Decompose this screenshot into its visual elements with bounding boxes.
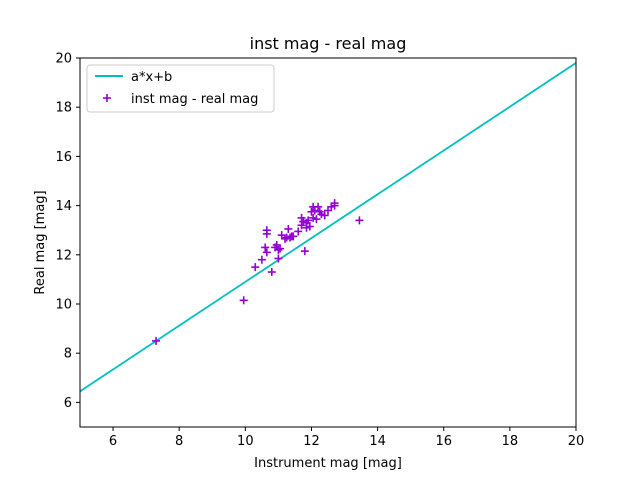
x-tick-label: 6 [109, 434, 117, 449]
line-layer [80, 62, 576, 393]
data-point [267, 268, 276, 277]
data-point [274, 245, 283, 254]
data-point [289, 232, 298, 241]
y-tick-label: 16 [55, 150, 72, 165]
x-tick-label: 16 [435, 434, 452, 449]
data-point [281, 234, 290, 243]
scatter-layer [152, 199, 364, 345]
x-tick-label: 20 [568, 434, 585, 449]
data-point [305, 222, 314, 231]
plot-frame [79, 57, 577, 428]
data-point [284, 224, 293, 233]
fit-line [80, 62, 576, 393]
data-point [262, 226, 271, 235]
x-tick-label: 14 [369, 434, 386, 449]
y-tick-label: 10 [55, 298, 72, 313]
data-point [261, 243, 270, 252]
data-point [314, 202, 323, 211]
y-tick-label: 14 [55, 199, 72, 214]
x-axis-label: Instrument mag [mag] [254, 456, 402, 471]
x-tick-label: 8 [175, 434, 183, 449]
x-tick-label: 10 [237, 434, 254, 449]
y-axis: 6 8 10 12 14 16 18 20 [55, 52, 80, 411]
legend-plus-swatch [103, 94, 111, 102]
data-point [294, 227, 303, 236]
y-tick-label: 6 [64, 396, 72, 411]
y-tick-label: 20 [55, 52, 72, 67]
data-point [239, 296, 248, 305]
data-point [251, 263, 260, 272]
data-point [312, 215, 321, 224]
data-point [257, 255, 266, 264]
y-tick-label: 12 [55, 248, 72, 263]
data-point [152, 336, 161, 345]
legend-box [86, 64, 275, 113]
legend-label-line: a*x+b [131, 70, 172, 85]
data-point [355, 216, 364, 225]
y-tick-label: 8 [64, 347, 72, 362]
data-point [300, 247, 309, 256]
data-point [276, 244, 285, 253]
y-axis-label: Real mag [mag] [33, 190, 48, 294]
data-point [330, 201, 339, 210]
y-tick-label: 18 [55, 101, 72, 116]
data-point [297, 213, 306, 222]
x-axis: 6 8 10 12 14 16 18 20 [109, 427, 584, 449]
x-tick-label: 18 [502, 434, 519, 449]
x-tick-label: 12 [303, 434, 320, 449]
legend-plus-marker [103, 94, 111, 102]
data-point [262, 248, 271, 257]
data-point [320, 211, 329, 220]
legend: a*x+b inst mag - real mag [86, 64, 275, 113]
data-point [304, 216, 313, 225]
chart-title: inst mag - real mag [250, 34, 407, 53]
legend-label-scatter: inst mag - real mag [131, 92, 258, 107]
data-point [274, 254, 283, 263]
data-point [297, 221, 306, 230]
